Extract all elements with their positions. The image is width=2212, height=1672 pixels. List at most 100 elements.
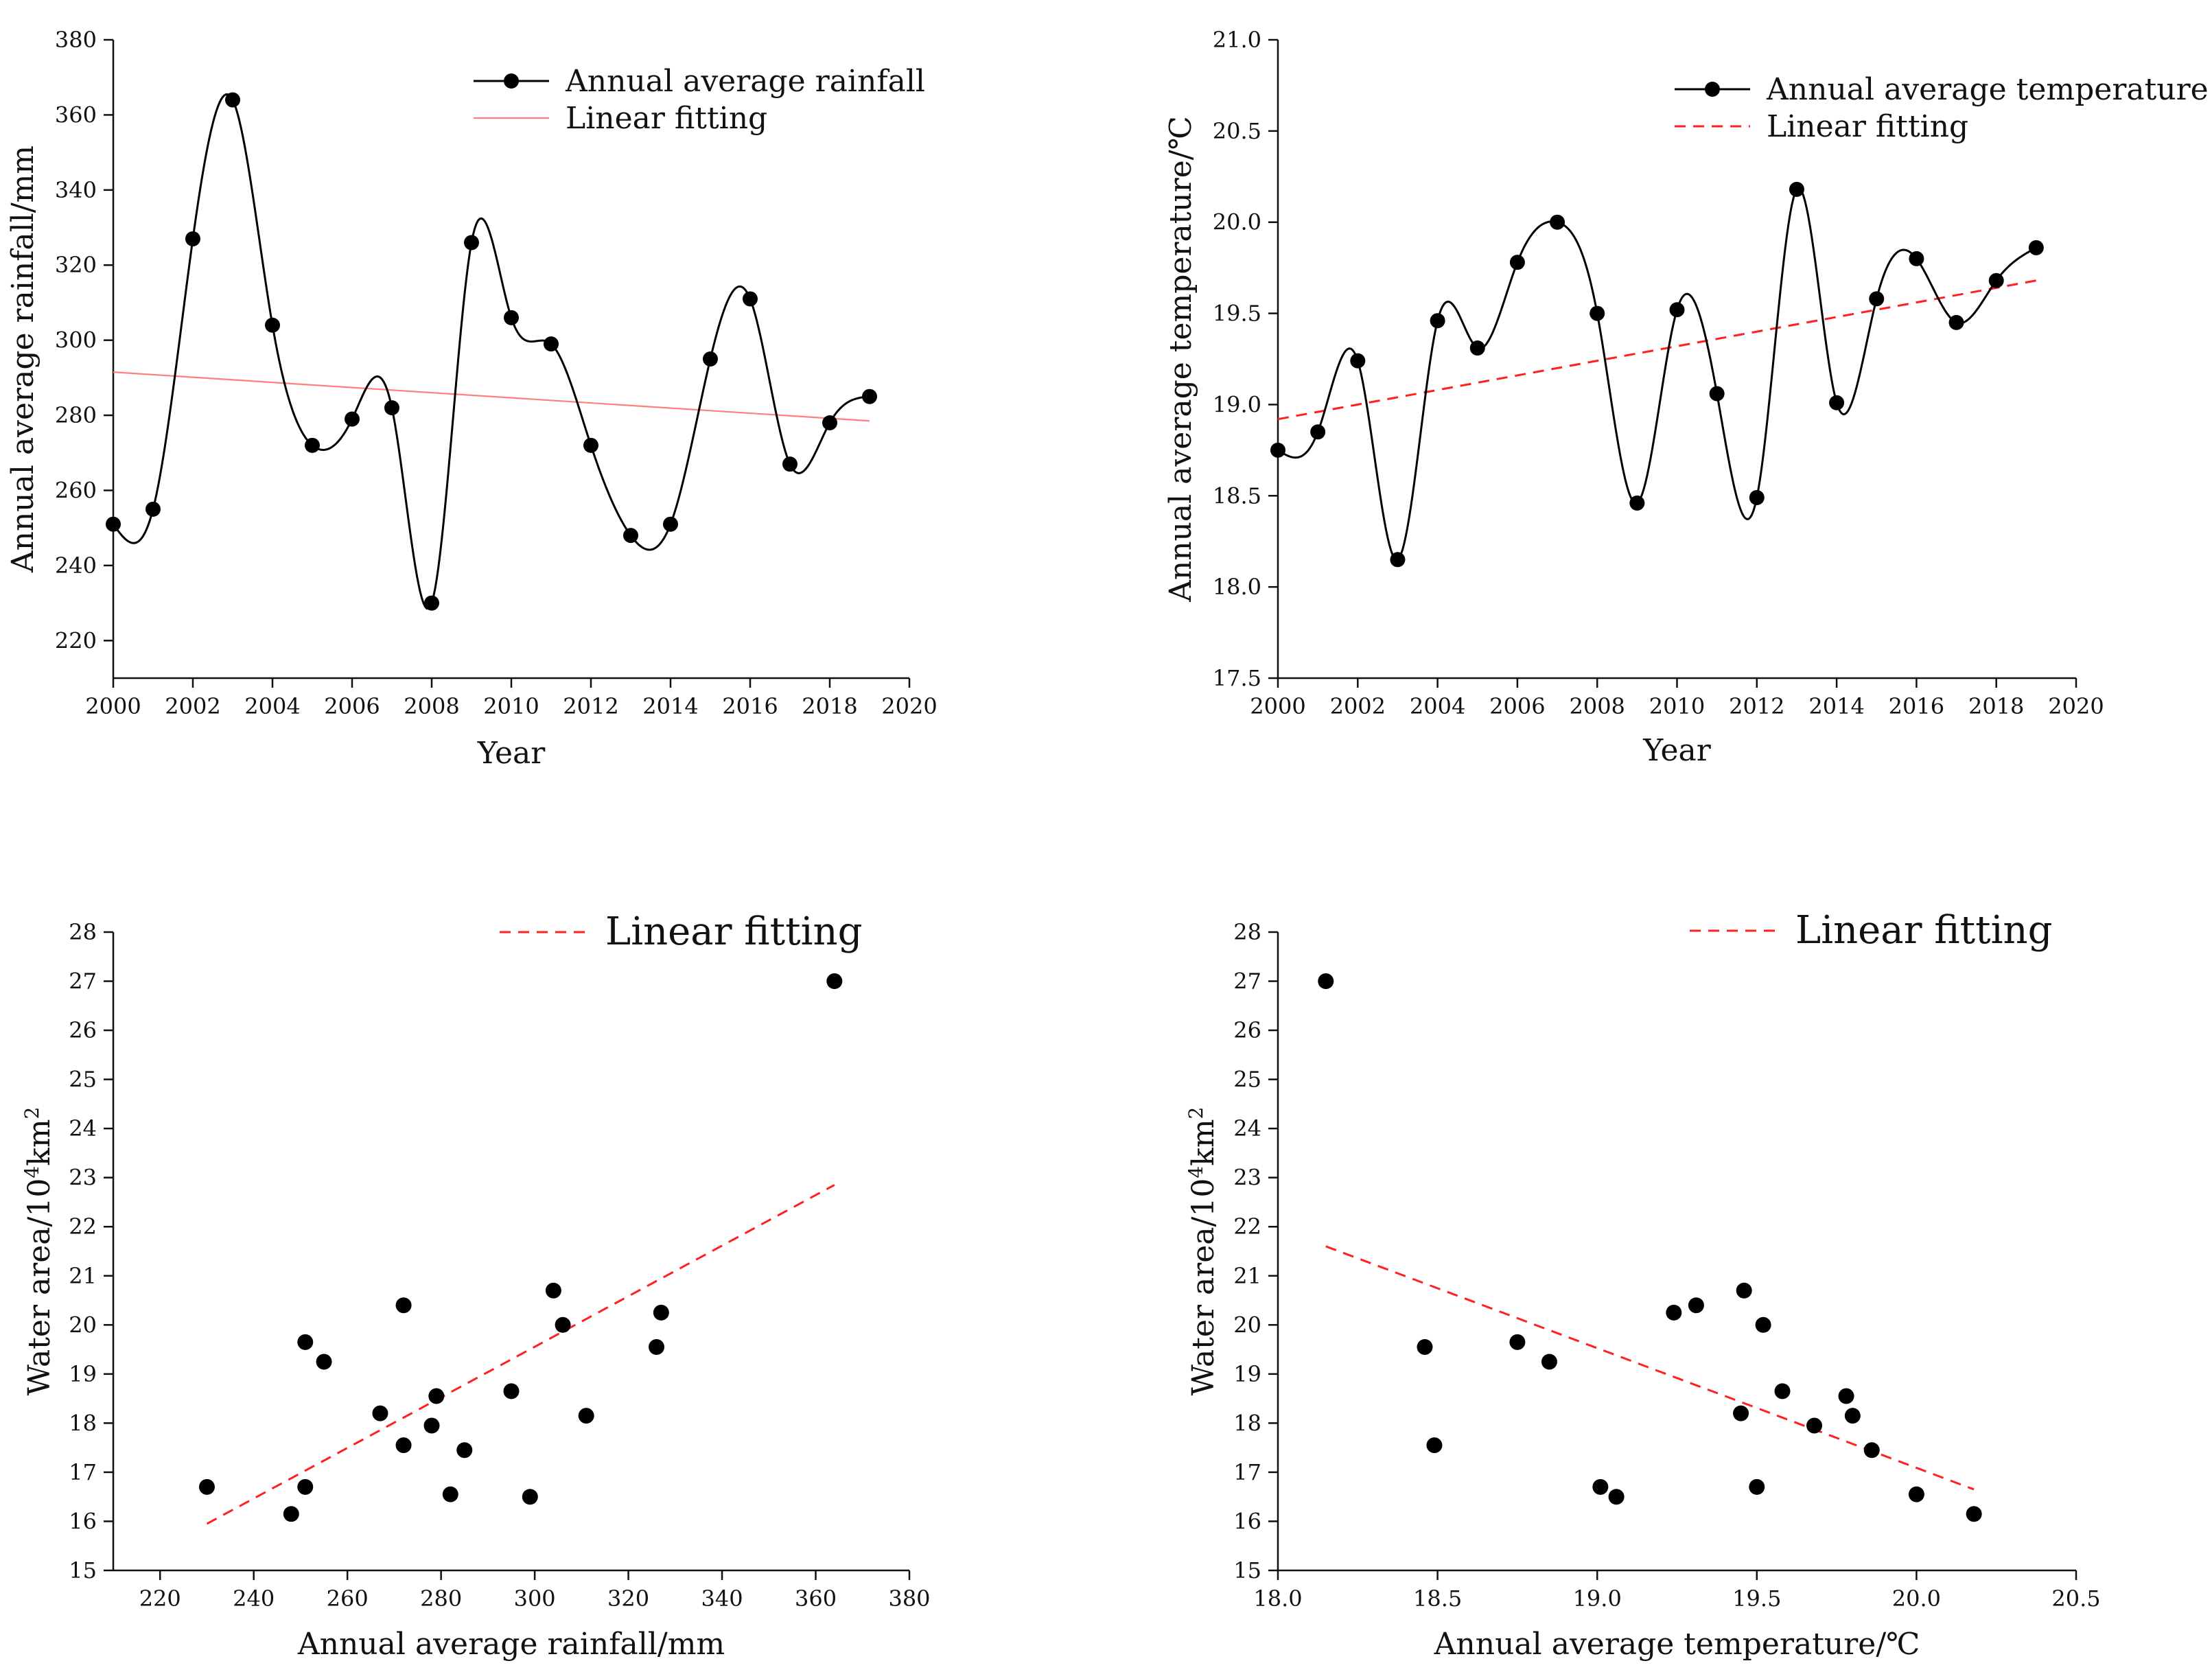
data-point: [782, 456, 798, 472]
scatter-point: [1966, 1506, 1982, 1522]
legend-label: Linear fitting: [566, 101, 767, 136]
y-tick-label: 260: [55, 477, 97, 503]
data-point: [1709, 386, 1725, 402]
y-tick-label: 20: [69, 1312, 97, 1338]
y-tick-label: 24: [69, 1115, 97, 1141]
x-tick-label: 2010: [1649, 693, 1705, 719]
x-tick-label: 2004: [1410, 693, 1465, 719]
legend-label: Annual average temperature: [1766, 72, 2209, 107]
scatter-point: [1417, 1339, 1433, 1355]
chart-area-vs-temperature: 18.0 18.5 19.0 19.5 20.0 20.51516171819202122…: [1185, 908, 2101, 1662]
scatter-point: [545, 1282, 561, 1299]
chart-area-vs-rainfall: 220 240 260 280 300 320 340 360 380 15 16 17 18 19 20 2…: [21, 909, 931, 1662]
y-tick-label: 22: [69, 1214, 97, 1240]
scatter-point: [372, 1405, 388, 1421]
scatter-point: [1666, 1304, 1682, 1321]
x-tick-label: 220: [139, 1586, 181, 1612]
data-point: [305, 437, 320, 453]
data-point: [1590, 305, 1605, 321]
y-tick-label: 340: [55, 177, 97, 203]
data-point: [225, 92, 240, 108]
legend-label: Annual average rainfall: [565, 64, 925, 99]
y-axis-title: Water area/104km2: [21, 1107, 57, 1396]
data-point: [1869, 291, 1885, 307]
y-tick-label: 21: [1233, 1263, 1261, 1289]
scatter-point: [456, 1442, 473, 1459]
y-tick-label: 380: [55, 27, 97, 53]
x-tick-label: 2010: [483, 693, 539, 719]
y-tick-label: 16: [69, 1508, 97, 1534]
y-axis-title-part: km: [1186, 1119, 1221, 1165]
y-tick-label: 18.0: [1213, 574, 1261, 600]
x-axis-title: Year: [1642, 733, 1711, 768]
series-line: [112, 93, 870, 610]
data-point: [1550, 214, 1565, 230]
scatter-point: [1863, 1442, 1880, 1459]
y-axis-title-superscript: 2: [21, 1107, 43, 1119]
data-point: [1390, 552, 1406, 568]
y-tick-label: 24: [1233, 1115, 1261, 1141]
data-point: [1350, 353, 1366, 369]
data-point: [1948, 314, 1964, 330]
data-point: [743, 291, 758, 307]
scatter-point: [1509, 1334, 1526, 1350]
y-tick-label: 220: [55, 627, 97, 653]
y-axis-title: Annual average rainfall/mm: [5, 146, 40, 573]
x-tick-label: 280: [420, 1586, 462, 1612]
y-axis-title: Annual average temperature/℃: [1163, 116, 1198, 603]
y-tick-label: 20.0: [1213, 209, 1261, 235]
scatter-point: [316, 1354, 332, 1370]
x-tick-label: 2014: [1808, 693, 1864, 719]
y-axis-title-part: Water area/10: [1186, 1178, 1221, 1396]
x-tick-label: 2016: [1889, 693, 1944, 719]
x-tick-label: 2000: [1250, 693, 1305, 719]
y-tick-label: 15: [1233, 1557, 1261, 1583]
y-tick-label: 20: [1233, 1312, 1261, 1338]
x-tick-label: 2020: [881, 693, 937, 719]
data-point: [384, 400, 399, 416]
legend-label: Linear fitting: [1767, 109, 1968, 144]
scatter-point: [395, 1297, 412, 1314]
y-axis-title-part: Water area/10: [22, 1178, 57, 1396]
scatter-point: [297, 1334, 314, 1350]
legend-series-marker: [1705, 82, 1720, 97]
x-tick-label: 260: [327, 1586, 369, 1612]
data-point: [1270, 442, 1285, 458]
data-point: [1789, 181, 1804, 197]
data-point: [1629, 495, 1645, 511]
scatter-point: [1774, 1383, 1791, 1400]
y-tick-label: 18: [69, 1410, 97, 1436]
x-tick-label: 2012: [563, 693, 618, 719]
scatter-point: [1755, 1316, 1771, 1333]
data-point: [1509, 255, 1525, 270]
x-tick-label: 2018: [1968, 693, 2024, 719]
x-tick-label: 2018: [802, 693, 857, 719]
x-tick-label: 20.5: [2051, 1586, 2100, 1612]
y-axis-title: Water area/104km2: [1185, 1107, 1221, 1396]
x-tick-label: 380: [888, 1586, 930, 1612]
data-point: [1749, 489, 1765, 505]
x-tick-label: 18.5: [1413, 1586, 1462, 1612]
scatter-point: [428, 1388, 445, 1404]
y-tick-label: 22: [1233, 1214, 1261, 1240]
y-tick-label: 240: [55, 553, 97, 579]
y-tick-label: 27: [1233, 968, 1261, 995]
x-tick-label: 2012: [1729, 693, 1784, 719]
scatter-point: [649, 1339, 665, 1355]
scatter-point: [1318, 973, 1334, 990]
data-point: [623, 528, 638, 544]
y-tick-label: 280: [55, 402, 97, 428]
scatter-point: [395, 1437, 412, 1454]
y-tick-label: 300: [55, 327, 97, 353]
y-tick-label: 19.5: [1213, 301, 1261, 327]
scatter-point: [1838, 1388, 1854, 1404]
legend-label: Linear fitting: [605, 909, 862, 954]
y-tick-label: 18: [1233, 1410, 1261, 1436]
x-tick-label: 360: [795, 1586, 837, 1612]
x-tick-label: 19.5: [1732, 1586, 1781, 1612]
scatter-point: [1749, 1478, 1765, 1495]
y-tick-label: 16: [1233, 1508, 1261, 1534]
scatter-point: [578, 1408, 594, 1424]
scatter-point: [522, 1489, 538, 1505]
data-point: [583, 437, 598, 453]
